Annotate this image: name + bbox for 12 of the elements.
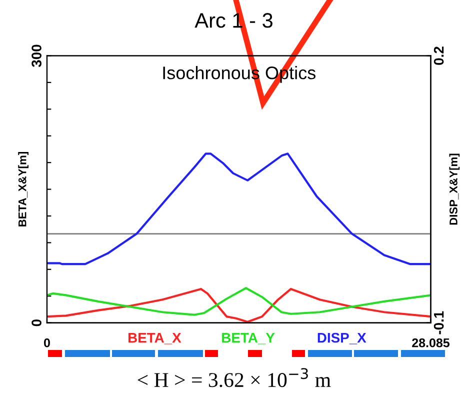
- x-tick-label: 28.085: [412, 338, 450, 348]
- y2-tick-label: -0.1: [434, 311, 444, 334]
- series-label: BETA_Y: [222, 332, 275, 344]
- y-axis-title: BETA_X&Y[m]: [18, 152, 28, 226]
- text: DISP_X: [318, 332, 366, 344]
- y-tick-label: 300: [32, 44, 42, 68]
- y2-tick-label: 0.2: [434, 46, 444, 65]
- line-series: [46, 152, 431, 266]
- text: < H > = 3.62 × 10$^{−3}$ m: [138, 368, 331, 388]
- series-label: BETA_X: [128, 332, 182, 344]
- y2-axis-title: DISP_X&Y[m]: [449, 154, 460, 225]
- line-series: [46, 287, 431, 316]
